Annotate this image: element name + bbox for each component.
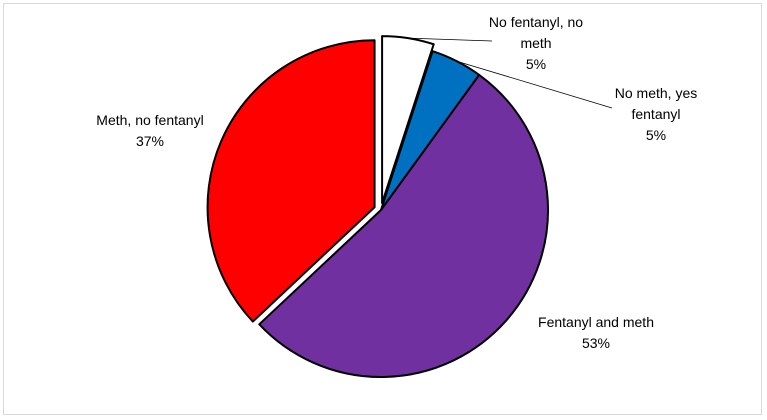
leader-line-no-meth-yes-fentanyl — [456, 60, 613, 109]
slice-label-meth-no-fentanyl: Meth, no fentanyl 37% — [96, 112, 203, 149]
slice-category-label: No meth, yes — [615, 85, 697, 101]
slice-value-label: 5% — [646, 127, 666, 143]
pie-slice-fentanyl-and-meth — [258, 73, 549, 378]
slice-category-label: No fentanyl, no — [489, 14, 583, 30]
leader-lines-layer — [408, 37, 613, 109]
slice-value-label: 5% — [526, 56, 546, 72]
slice-category-label: Fentanyl and meth — [538, 314, 654, 330]
slice-value-label: 37% — [136, 133, 164, 149]
slice-category-label: Meth, no fentanyl — [96, 112, 203, 128]
slice-category-label: meth — [520, 35, 551, 51]
slice-label-no-fentanyl-no-meth: No fentanyl, no meth 5% — [489, 14, 583, 72]
slice-category-label: fentanyl — [631, 106, 680, 122]
leader-line-no-fentanyl-no-meth — [408, 37, 493, 42]
labels-layer: No fentanyl, no meth 5% No meth, yes fentany… — [96, 14, 697, 351]
slice-label-no-meth-yes-fentanyl: No meth, yes fentanyl 5% — [615, 85, 697, 143]
slices-layer — [206, 35, 549, 378]
slice-label-fentanyl-and-meth: Fentanyl and meth 53% — [538, 314, 654, 351]
pie-slice-no-fentanyl-no-meth — [381, 35, 435, 205]
pie-slice-meth-no-fentanyl — [206, 39, 376, 323]
slice-value-label: 53% — [582, 335, 610, 351]
